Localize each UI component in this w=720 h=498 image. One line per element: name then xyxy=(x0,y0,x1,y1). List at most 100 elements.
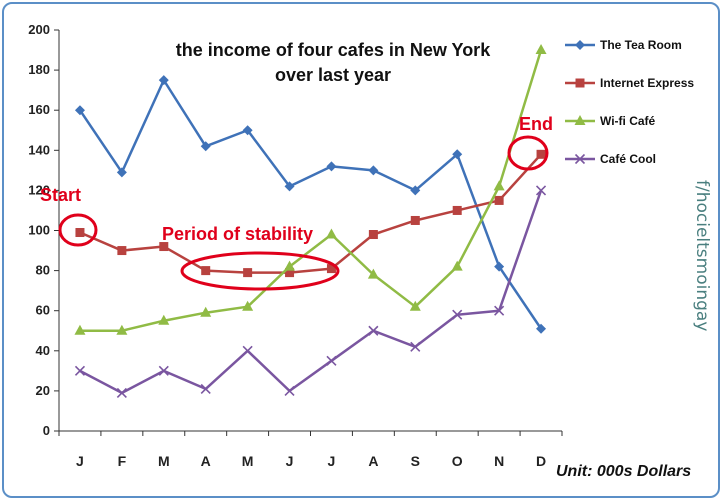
data-point-internet-express xyxy=(368,230,378,240)
data-point-internet-express xyxy=(326,264,336,274)
y-tick-label: 200 xyxy=(28,22,50,37)
chart-series xyxy=(74,44,547,398)
legend-marker-wi-fi-caf xyxy=(574,115,586,125)
data-point-caf-cool-stroke-b xyxy=(284,385,295,396)
x-tick-label: J xyxy=(328,453,336,469)
data-point-caf-cool-stroke-b xyxy=(326,355,337,366)
data-point-internet-express xyxy=(494,195,504,205)
x-tick-label: M xyxy=(242,453,254,469)
legend-label-internet-express: Internet Express xyxy=(600,76,694,90)
legend-item-caf-cool: Café Cool xyxy=(565,152,656,166)
legend-label-wi-fi-caf: Wi-fi Café xyxy=(600,114,656,128)
data-point-wi-fi-caf xyxy=(325,228,337,239)
data-point-caf-cool-stroke-b xyxy=(410,341,421,352)
data-point-caf-cool xyxy=(284,385,295,396)
legend-item-wi-fi-caf: Wi-fi Café xyxy=(565,114,656,128)
legend-label-caf-cool: Café Cool xyxy=(600,152,656,166)
legend-marker-caf-cool-stroke-b xyxy=(574,153,586,165)
chart-title-line-1: the income of four cafes in New York xyxy=(176,40,491,60)
x-tick-label: M xyxy=(158,453,170,469)
data-point-wi-fi-caf xyxy=(74,324,86,335)
x-tick-label: O xyxy=(452,453,463,469)
data-point-caf-cool-stroke-b xyxy=(74,365,86,376)
x-tick-label: J xyxy=(76,453,84,469)
data-point-the-tea-room xyxy=(410,185,421,196)
series-internet-express xyxy=(75,149,546,278)
data-point-caf-cool xyxy=(368,325,379,336)
data-point-the-tea-room xyxy=(326,161,337,172)
series-line-wi-fi-caf xyxy=(79,49,543,332)
data-point-wi-fi-caf xyxy=(116,324,128,335)
data-point-wi-fi-caf xyxy=(535,44,547,55)
data-point-the-tea-room xyxy=(116,167,127,178)
data-point-the-tea-room xyxy=(536,323,547,334)
x-tick-label: A xyxy=(368,453,378,469)
annotation-start-circle xyxy=(58,213,98,247)
legend-marker-internet-express xyxy=(575,78,585,88)
data-point-wi-fi-caf xyxy=(284,260,296,271)
watermark-text: f/hocieltsmoingay xyxy=(692,180,712,331)
data-point-internet-express xyxy=(410,215,420,225)
y-tick-label: 140 xyxy=(28,142,50,157)
data-point-wi-fi-caf xyxy=(493,180,505,191)
data-point-the-tea-room xyxy=(242,125,253,136)
data-point-internet-express xyxy=(285,268,295,278)
annotation-start: Start xyxy=(40,185,81,205)
data-point-caf-cool-stroke-b xyxy=(535,185,547,196)
legend-item-internet-express: Internet Express xyxy=(565,76,694,90)
y-tick-label: 80 xyxy=(36,263,50,278)
data-point-wi-fi-caf xyxy=(451,260,463,271)
data-point-wi-fi-caf xyxy=(158,314,170,325)
data-point-caf-cool-stroke-b xyxy=(452,309,463,320)
data-point-caf-cool xyxy=(200,383,211,394)
series-line-internet-express xyxy=(79,153,542,274)
data-point-caf-cool xyxy=(494,305,505,316)
x-tick-label: F xyxy=(118,453,127,469)
y-tick-label: 60 xyxy=(36,303,50,318)
data-point-caf-cool-stroke-b xyxy=(368,325,379,336)
x-tick-label: J xyxy=(286,453,294,469)
data-point-internet-express xyxy=(243,268,253,278)
annotation-stability-ellipse xyxy=(180,251,340,291)
data-point-caf-cool-stroke-b xyxy=(200,383,211,394)
data-point-caf-cool xyxy=(158,365,169,376)
chart-title: the income of four cafes in New York ove… xyxy=(176,40,491,85)
annotation-period-of-stability: Period of stability xyxy=(162,224,313,244)
x-tick-label: S xyxy=(411,453,420,469)
data-point-the-tea-room xyxy=(74,105,85,116)
y-tick-label: 40 xyxy=(36,343,50,358)
data-point-caf-cool-stroke-b xyxy=(242,345,253,356)
x-tick-label: D xyxy=(536,453,546,469)
annotation-end-circle xyxy=(507,135,549,171)
series-caf-cool xyxy=(74,185,547,398)
legend-label-the-tea-room: The Tea Room xyxy=(600,38,682,52)
y-axis-ticks: 0 20 40 60 80 100 120 140 160 180 200 xyxy=(28,22,59,438)
data-point-internet-express xyxy=(117,246,127,256)
data-point-internet-express xyxy=(452,205,462,215)
data-point-caf-cool-stroke-b xyxy=(116,387,127,398)
legend-marker-caf-cool xyxy=(574,153,586,165)
data-point-the-tea-room xyxy=(200,141,211,152)
data-point-caf-cool xyxy=(452,309,463,320)
y-tick-label: 120 xyxy=(28,182,50,197)
legend-item-the-tea-room: The Tea Room xyxy=(565,38,682,52)
data-point-internet-express xyxy=(536,149,546,159)
unit-label: Unit: 000s Dollars xyxy=(556,463,691,480)
y-tick-label: 100 xyxy=(28,223,50,238)
annotations: Start Period of stability End xyxy=(40,114,553,291)
x-tick-label: A xyxy=(201,453,211,469)
data-point-caf-cool xyxy=(535,185,547,196)
data-point-caf-cool xyxy=(242,345,253,356)
data-point-the-tea-room xyxy=(452,149,463,160)
data-point-the-tea-room xyxy=(284,181,295,192)
annotation-end: End xyxy=(519,114,553,134)
chart-legend: The Tea Room Internet Express Wi-fi Café Ca… xyxy=(565,38,694,166)
y-tick-label: 0 xyxy=(43,423,50,438)
y-tick-label: 180 xyxy=(28,62,50,77)
legend-marker-the-tea-room xyxy=(575,40,585,50)
data-point-caf-cool xyxy=(410,341,421,352)
data-point-caf-cool-stroke-b xyxy=(158,365,169,376)
data-point-wi-fi-caf xyxy=(200,306,212,317)
